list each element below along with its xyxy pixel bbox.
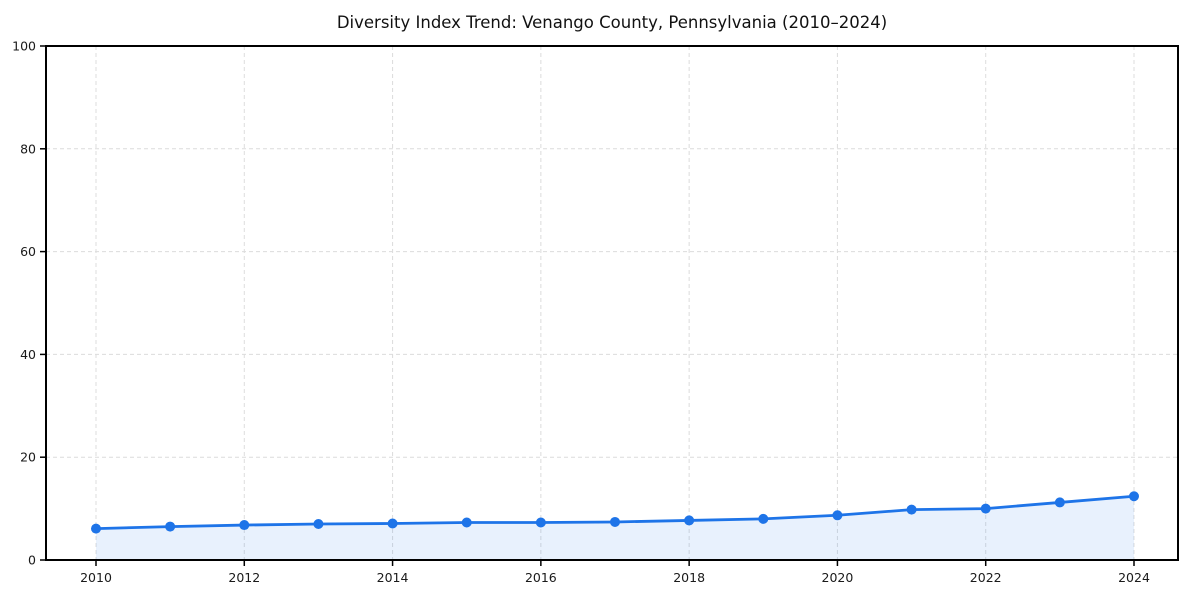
data-point (610, 516, 620, 527)
x-tick-label: 2020 (822, 570, 854, 585)
x-tick-label: 2016 (525, 570, 557, 585)
chart-title: Diversity Index Trend: Venango County, P… (337, 13, 887, 32)
data-point (313, 519, 324, 530)
y-tick-label: 0 (28, 553, 36, 568)
y-tick-label: 100 (12, 39, 36, 54)
data-point (91, 523, 101, 534)
y-tick-label: 60 (20, 244, 36, 259)
x-tick-label: 2010 (80, 570, 112, 585)
data-point (684, 515, 695, 526)
data-point (758, 513, 769, 524)
data-point (1129, 491, 1139, 502)
x-tick-label: 2014 (377, 570, 409, 585)
area-fill (96, 496, 1134, 560)
data-point (387, 518, 398, 529)
data-point (832, 510, 843, 521)
plot-border (45, 45, 1179, 561)
x-tick-label: 2022 (970, 570, 1002, 585)
data-point (461, 517, 472, 528)
y-tick-label: 80 (20, 141, 36, 156)
plot-area: 0 20 40 60 80 100 2010 2012 2014 2016 2018 2020 2022… (12, 39, 1179, 585)
x-tick-label: 2018 (673, 570, 705, 585)
x-tick-label: 2012 (228, 570, 260, 585)
data-point (535, 517, 546, 528)
y-tick-label: 20 (20, 450, 36, 465)
x-tick-label: 2024 (1118, 570, 1150, 585)
data-point (239, 520, 250, 531)
y-tick-label: 40 (20, 347, 36, 362)
data-point (980, 503, 991, 514)
data-point (165, 521, 176, 532)
data-point (906, 504, 917, 515)
data-point (1054, 497, 1065, 508)
